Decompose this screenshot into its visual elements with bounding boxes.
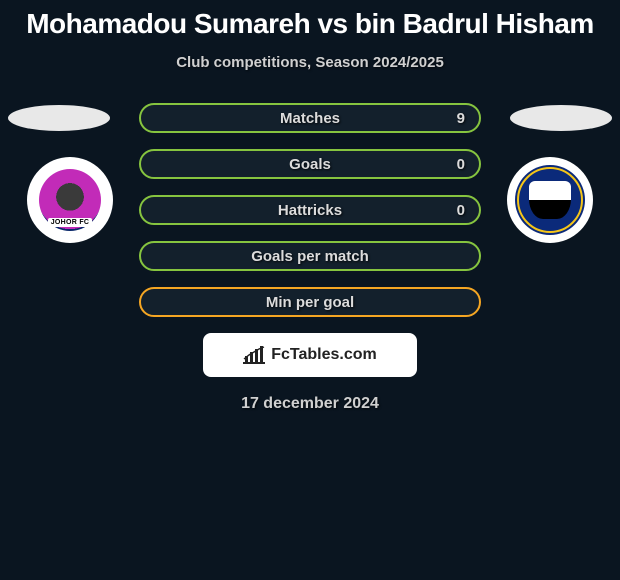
stats-list: Matches 9 Goals 0 Hattricks 0 Goals per match M… — [139, 103, 481, 317]
club-badge-left: JOHOR FC — [27, 157, 113, 243]
club-badge-right — [507, 157, 593, 243]
stat-value-right: 9 — [457, 110, 465, 127]
brand-text: FcTables.com — [271, 346, 377, 364]
johor-crest-icon: JOHOR FC — [39, 169, 101, 231]
stat-row: Goals 0 — [139, 149, 481, 179]
stat-label: Hattricks — [278, 202, 342, 219]
stat-label: Goals — [289, 156, 331, 173]
player-left-avatar — [8, 105, 110, 131]
pahang-crest-icon — [515, 165, 585, 235]
stat-label: Min per goal — [266, 294, 354, 311]
page-title: Mohamadou Sumareh vs bin Badrul Hisham — [0, 0, 620, 40]
stat-row: Matches 9 — [139, 103, 481, 133]
comparison-panel: JOHOR FC Matches 9 Goals 0 Hattricks 0 Goals p… — [0, 103, 620, 413]
stat-row: Min per goal — [139, 287, 481, 317]
player-right-avatar — [510, 105, 612, 131]
bar-chart-icon — [243, 346, 265, 364]
stat-label: Matches — [280, 110, 340, 127]
date-text: 17 december 2024 — [0, 395, 620, 413]
brand-box[interactable]: FcTables.com — [203, 333, 417, 377]
stat-row: Goals per match — [139, 241, 481, 271]
stat-row: Hattricks 0 — [139, 195, 481, 225]
club-left-code: JOHOR FC — [48, 218, 93, 227]
stat-label: Goals per match — [251, 248, 369, 265]
stat-value-right: 0 — [457, 156, 465, 173]
subtitle: Club competitions, Season 2024/2025 — [0, 54, 620, 71]
stat-value-right: 0 — [457, 202, 465, 219]
